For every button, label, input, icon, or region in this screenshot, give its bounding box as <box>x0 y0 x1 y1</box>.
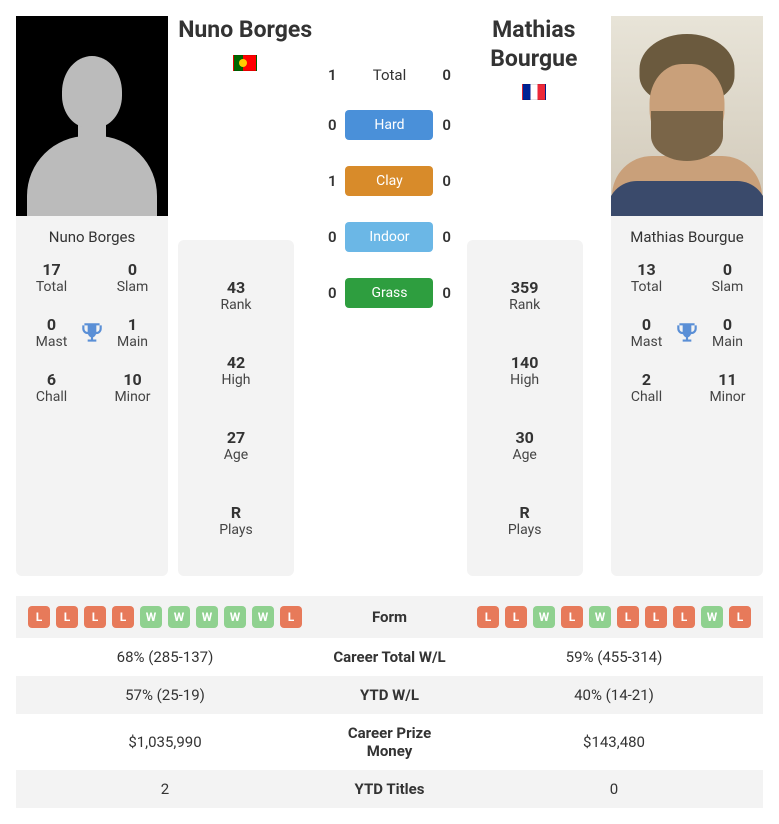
player1-name-header: Nuno Borges <box>178 16 312 128</box>
player2-photo[interactable] <box>611 16 763 216</box>
form-badge[interactable]: L <box>280 606 302 628</box>
player1-main-titles: 1Main <box>105 315 160 350</box>
player2-card-name[interactable]: Mathias Bourgue <box>619 228 755 246</box>
player1-rank: 43Rank <box>186 278 286 313</box>
form-badge[interactable]: L <box>505 606 527 628</box>
player2-rank: 359Rank <box>475 278 575 313</box>
player2-rank-block: 359Rank 140High 30Age RPlays <box>467 240 583 576</box>
player2-name[interactable]: Mathias Bourgue <box>467 16 601 74</box>
top-comparison-row: Nuno Borges 17Total 0Slam 0Mast 1Main 6C… <box>16 16 763 576</box>
player2-challenger-titles: 2Chall <box>619 370 674 405</box>
form-badge[interactable]: L <box>84 606 106 628</box>
player2-plays: RPlays <box>475 503 575 538</box>
form-badge[interactable]: W <box>533 606 555 628</box>
player1-titles-card: Nuno Borges 17Total 0Slam 0Mast 1Main 6C… <box>16 216 168 576</box>
player1-card-name[interactable]: Nuno Borges <box>24 228 160 246</box>
player1-name[interactable]: Nuno Borges <box>178 16 312 45</box>
portugal-flag-icon <box>233 55 257 71</box>
player2-column: Mathias Bourgue 13Total 0Slam 0Mast 0Mai… <box>611 16 763 576</box>
form-badge[interactable]: L <box>729 606 751 628</box>
player2-slam-titles: 0Slam <box>700 260 755 295</box>
player1-challenger-titles: 6Chall <box>24 370 79 405</box>
h2h-total-p1: 1 <box>322 66 342 84</box>
player1-masters-titles: 0Mast <box>24 315 79 350</box>
player1-slam-titles: 0Slam <box>105 260 160 295</box>
h2h-grass-row: 0 Grass 0 <box>322 278 456 308</box>
surface-hard-pill[interactable]: Hard <box>345 110 433 140</box>
player1-age: 27Age <box>186 428 286 463</box>
player2-high: 140High <box>475 353 575 388</box>
player1-rank-block: 43Rank 42High 27Age RPlays <box>178 240 294 576</box>
player1-photo[interactable] <box>16 16 168 216</box>
form-badge[interactable]: L <box>56 606 78 628</box>
player2-main-titles: 0Main <box>700 315 755 350</box>
player2-name-header: Mathias Bourgue <box>467 16 601 128</box>
player-silhouette-icon <box>32 36 152 216</box>
form-badge[interactable]: W <box>224 606 246 628</box>
form-badge[interactable]: W <box>196 606 218 628</box>
form-badge[interactable]: W <box>589 606 611 628</box>
h2h-total-label: Total <box>345 66 433 84</box>
h2h-total-row: 1 Total 0 <box>322 66 456 84</box>
player1-minor-titles: 10Minor <box>105 370 160 405</box>
trophy-icon <box>674 320 700 346</box>
prize-row: $1,035,990 Career Prize Money $143,480 <box>16 714 763 770</box>
form-badge[interactable]: L <box>561 606 583 628</box>
trophy-icon <box>79 320 105 346</box>
form-badge[interactable]: W <box>168 606 190 628</box>
form-row: LLLLWWWWWL Form LLWLWLLLWL <box>16 596 763 638</box>
player2-masters-titles: 0Mast <box>619 315 674 350</box>
player2-form-badges: LLWLWLLLWL <box>477 606 751 628</box>
form-badge[interactable]: L <box>673 606 695 628</box>
form-label: Form <box>314 596 465 638</box>
surface-grass-pill[interactable]: Grass <box>345 278 433 308</box>
h2h-hard-row: 0 Hard 0 <box>322 110 456 140</box>
player1-info-column: Nuno Borges 43Rank 42High 27Age RPlays <box>178 16 312 576</box>
career-wl-row: 68% (285-137) Career Total W/L 59% (455-… <box>16 638 763 676</box>
h2h-total-p2: 0 <box>437 66 457 84</box>
ytd-titles-row: 2 YTD Titles 0 <box>16 770 763 808</box>
player2-titles-card: Mathias Bourgue 13Total 0Slam 0Mast 0Mai… <box>611 216 763 576</box>
player1-form-badges: LLLLWWWWWL <box>28 606 302 628</box>
h2h-indoor-row: 0 Indoor 0 <box>322 222 456 252</box>
player1-high: 42High <box>186 353 286 388</box>
player2-age: 30Age <box>475 428 575 463</box>
form-badge[interactable]: W <box>701 606 723 628</box>
form-badge[interactable]: L <box>645 606 667 628</box>
france-flag-icon <box>522 84 546 100</box>
player1-plays: RPlays <box>186 503 286 538</box>
surface-indoor-pill[interactable]: Indoor <box>345 222 433 252</box>
head-to-head-column: 1 Total 0 0 Hard 0 1 Clay 0 0 Indoor 0 0… <box>322 16 456 576</box>
player2-info-column: Mathias Bourgue 359Rank 140High 30Age RP… <box>467 16 601 576</box>
player2-total-titles: 13Total <box>619 260 674 295</box>
player1-total-titles: 17Total <box>24 260 79 295</box>
form-badge[interactable]: L <box>617 606 639 628</box>
form-badge[interactable]: L <box>477 606 499 628</box>
surface-clay-pill[interactable]: Clay <box>345 166 433 196</box>
player1-column: Nuno Borges 17Total 0Slam 0Mast 1Main 6C… <box>16 16 168 576</box>
player2-minor-titles: 11Minor <box>700 370 755 405</box>
form-badge[interactable]: W <box>252 606 274 628</box>
ytd-wl-row: 57% (25-19) YTD W/L 40% (14-21) <box>16 676 763 714</box>
form-badge[interactable]: L <box>28 606 50 628</box>
form-badge[interactable]: W <box>140 606 162 628</box>
form-badge[interactable]: L <box>112 606 134 628</box>
h2h-clay-row: 1 Clay 0 <box>322 166 456 196</box>
comparison-table: LLLLWWWWWL Form LLWLWLLLWL 68% (285-137)… <box>16 596 763 808</box>
